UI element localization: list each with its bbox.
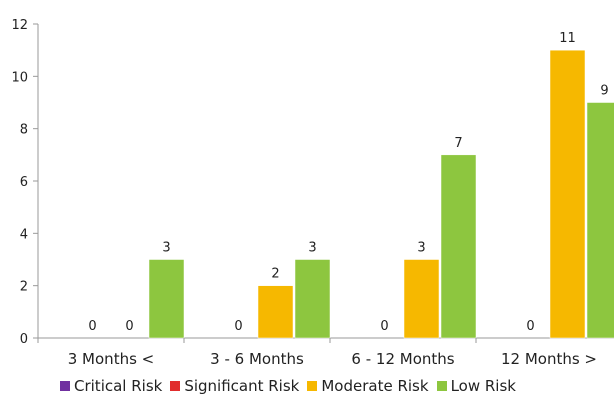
category-label: 12 Months > [501,350,597,368]
category-label: 3 Months < [68,350,154,368]
legend-label-critical-risk: Critical Risk [74,377,163,395]
category-label: 3 - 6 Months [210,350,304,368]
bar-moderate-risk [257,285,294,339]
bar-low-risk [586,102,614,339]
legend-label-moderate-risk: Moderate Risk [321,377,429,395]
y-tick-label: 8 [20,123,28,138]
data-label-low-risk: 3 [308,241,316,256]
data-label-moderate-risk: 2 [271,267,279,282]
data-label-low-risk: 3 [162,241,170,256]
legend-item-critical-risk: Critical Risk [60,377,162,395]
legend-swatch-moderate-risk [307,381,318,391]
bar-low-risk [148,259,185,339]
data-label-low-risk: 7 [454,136,462,151]
legend-label-significant-risk: Significant Risk [184,377,300,395]
bar-low-risk [440,154,477,339]
data-label-moderate-risk: 3 [417,241,425,256]
y-tick-label: 2 [20,280,28,295]
legend-swatch-low-risk [436,381,447,391]
data-label-significant-risk: 0 [88,319,96,334]
legend-swatch-critical-risk [60,381,70,391]
legend-item-significant-risk: Significant Risk [170,377,299,395]
legend-swatch-significant-risk [170,381,181,391]
legend-item-low-risk: Low Risk [436,377,516,395]
data-label-significant-risk: 0 [234,319,242,334]
data-label-moderate-risk: 0 [125,319,133,334]
bar-moderate-risk [549,49,586,339]
category-label: 6 - 12 Months [351,350,454,368]
legend-item-moderate-risk: Moderate Risk [307,377,429,395]
y-tick-label: 6 [20,175,28,190]
chart-legend: Critical Risk Significant Risk Moderate … [60,374,614,398]
data-label-significant-risk: 0 [380,319,388,334]
y-tick-label: 4 [20,227,28,242]
data-label-moderate-risk: 11 [559,31,576,46]
y-tick-label: 10 [11,70,28,85]
y-tick-label: 0 [20,332,28,347]
data-label-low-risk: 9 [600,84,608,99]
data-label-significant-risk: 0 [526,319,534,334]
bar-low-risk [294,259,331,339]
y-tick-label: 12 [11,18,28,33]
bar-moderate-risk [403,259,440,339]
legend-label-low-risk: Low Risk [450,377,516,395]
